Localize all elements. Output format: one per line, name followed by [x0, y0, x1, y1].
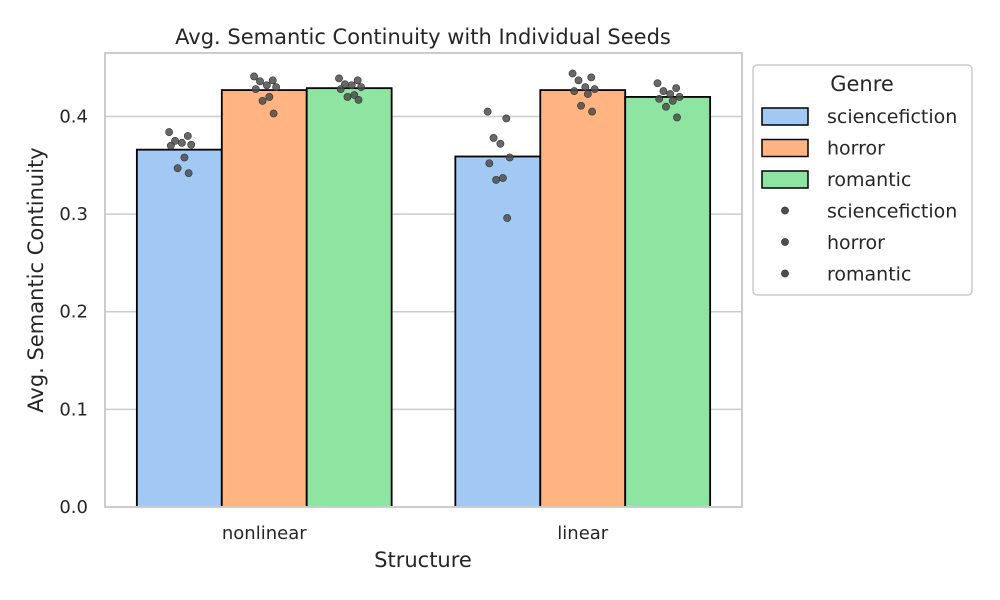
legend-marker-sciencefiction: [781, 206, 789, 215]
seed-point-romantic-linear: [675, 93, 684, 101]
legend-marker-romantic: [781, 269, 789, 278]
seed-point-horror-linear: [587, 73, 596, 82]
seed-point-horror-linear: [574, 76, 583, 85]
seed-point-romantic-linear: [653, 79, 662, 88]
seed-point-romantic-linear: [655, 94, 664, 103]
seed-point-sciencefiction-linear: [483, 107, 492, 116]
seed-point-horror-nonlinear: [268, 76, 277, 85]
legend-swatch-horror: [761, 138, 809, 158]
x-tick-label-nonlinear: nonlinear: [222, 523, 307, 544]
seed-point-horror-linear: [583, 90, 592, 98]
bar-sciencefiction-nonlinear: [135, 148, 223, 508]
seed-point-sciencefiction-nonlinear: [184, 169, 193, 177]
seed-point-sciencefiction-nonlinear: [187, 140, 196, 149]
seed-point-sciencefiction-nonlinear: [165, 128, 174, 136]
seed-point-romantic-nonlinear: [343, 93, 352, 101]
seed-point-romantic-nonlinear: [353, 76, 362, 85]
legend-label-romantic: romantic: [827, 169, 911, 191]
seed-point-romantic-linear: [668, 96, 677, 105]
seed-point-horror-linear: [581, 83, 590, 92]
legend-point-label-horror: horror: [827, 232, 885, 254]
y-axis-label: Avg. Semantic Continuity: [24, 147, 48, 412]
seed-point-sciencefiction-linear: [496, 139, 505, 148]
seed-point-romantic-nonlinear: [357, 83, 365, 92]
seed-point-horror-nonlinear: [258, 96, 267, 105]
y-tick-label: 0.4: [59, 106, 88, 127]
x-tick-labels: nonlinear linear: [222, 523, 609, 544]
legend-point-label-sciencefiction: sciencefiction: [827, 201, 957, 223]
plot-frame: [104, 52, 743, 508]
bar-romantic-nonlinear: [305, 87, 393, 508]
seed-point-horror-nonlinear: [262, 81, 271, 90]
seed-point-romantic-nonlinear: [336, 85, 345, 94]
chart-title: Avg. Semantic Continuity with Individual…: [175, 25, 671, 49]
bars: [135, 87, 712, 508]
seed-point-sciencefiction-nonlinear: [177, 138, 186, 147]
bar-horror-linear: [539, 89, 627, 508]
x-axis-label: Structure: [374, 548, 472, 572]
seed-point-sciencefiction-nonlinear: [180, 153, 189, 162]
legend-swatch-sciencefiction: [761, 107, 809, 126]
seed-point-horror-linear: [577, 101, 585, 110]
seed-point-romantic-nonlinear: [335, 74, 343, 83]
legend-label-sciencefiction: sciencefiction: [827, 106, 957, 128]
seed-point-horror-nonlinear: [265, 93, 274, 101]
seed-point-sciencefiction-nonlinear: [166, 141, 175, 150]
seed-point-sciencefiction-nonlinear: [183, 132, 192, 140]
seed-point-sciencefiction-linear: [485, 159, 494, 168]
seed-point-horror-nonlinear: [272, 83, 281, 92]
legend-title: Genre: [830, 72, 894, 96]
seed-point-sciencefiction-linear: [503, 214, 512, 222]
seed-point-horror-linear: [570, 87, 579, 95]
seed-point-romantic-linear: [672, 84, 681, 93]
legend: Genre sciencefiction horror romantic scienc…: [752, 64, 973, 296]
bar-horror-nonlinear: [220, 89, 308, 508]
seed-point-romantic-linear: [662, 102, 670, 111]
y-tick-label: 0.1: [59, 399, 88, 420]
y-tick-label: 0.3: [59, 204, 88, 225]
seed-point-sciencefiction-linear: [505, 153, 514, 162]
seed-point-sciencefiction-linear: [502, 114, 511, 123]
seed-point-romantic-linear: [673, 113, 681, 122]
seed-point-romantic-linear: [659, 87, 668, 95]
seed-point-horror-linear: [588, 107, 596, 116]
y-tick-label: 0.0: [59, 497, 88, 518]
legend-marker-horror: [781, 238, 789, 246]
seed-point-romantic-linear: [666, 90, 675, 98]
seed-point-horror-nonlinear: [269, 109, 278, 118]
x-tick-label-linear: linear: [557, 523, 609, 544]
legend-point-label-romantic: romantic: [827, 264, 911, 286]
legend-swatch-romantic: [761, 170, 809, 189]
seed-point-horror-nonlinear: [250, 72, 258, 81]
seed-point-horror-linear: [590, 85, 599, 94]
seed-point-sciencefiction-linear: [499, 174, 507, 182]
seed-points: [165, 69, 684, 222]
seed-point-romantic-nonlinear: [354, 95, 363, 104]
seed-point-sciencefiction-linear: [492, 176, 501, 184]
bar-sciencefiction-linear: [454, 155, 542, 508]
y-tick-labels: 0.0 0.1 0.2 0.3 0.4: [59, 106, 88, 518]
seed-point-horror-nonlinear: [251, 85, 260, 94]
seed-point-sciencefiction-linear: [489, 134, 498, 142]
seed-point-sciencefiction-nonlinear: [173, 164, 182, 173]
legend-label-horror: horror: [827, 138, 885, 160]
bar-romantic-linear: [624, 96, 712, 508]
seed-point-horror-nonlinear: [256, 77, 264, 86]
seed-point-horror-linear: [568, 69, 577, 78]
y-tick-label: 0.2: [59, 302, 88, 323]
seed-point-romantic-nonlinear: [347, 81, 356, 90]
